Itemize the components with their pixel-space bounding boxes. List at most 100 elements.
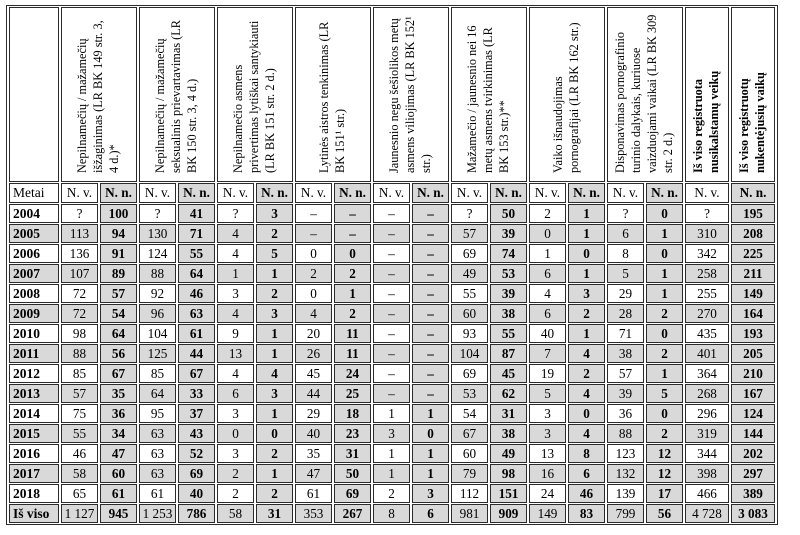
data-cell: 4 bbox=[568, 344, 605, 363]
data-cell: 2 bbox=[256, 444, 293, 463]
table-row: 2005 113 94 130 71 4 2– – – –57 39 0 1 6 1 310 208 bbox=[9, 224, 775, 243]
data-cell: 96 bbox=[139, 304, 176, 323]
data-cell: 49 bbox=[451, 264, 488, 283]
data-cell: 57 bbox=[100, 284, 137, 303]
data-cell: 3 bbox=[217, 444, 254, 463]
data-cell: 3 bbox=[256, 384, 293, 403]
data-cell: 6 bbox=[529, 264, 566, 283]
data-cell: 34 bbox=[100, 424, 137, 443]
data-cell: 19 bbox=[529, 364, 566, 383]
data-cell: 24 bbox=[334, 364, 371, 383]
data-cell: 344 bbox=[685, 444, 729, 463]
year-cell: 2015 bbox=[9, 424, 59, 443]
column-header-9: Iš viso registruota nusikalstamų veikų bbox=[685, 7, 729, 182]
data-cell: 100 bbox=[100, 204, 137, 223]
subheader-nn: N. n. bbox=[256, 183, 293, 203]
data-cell: 466 bbox=[685, 484, 729, 503]
data-cell: 0 bbox=[412, 424, 449, 443]
data-cell: 75 bbox=[61, 404, 98, 423]
subheader-nv: N. v. bbox=[217, 183, 254, 203]
data-cell: – bbox=[412, 244, 449, 263]
data-cell: 398 bbox=[685, 464, 729, 483]
data-cell: – bbox=[373, 304, 410, 323]
data-cell: 11 bbox=[334, 344, 371, 363]
data-cell: 2 bbox=[256, 284, 293, 303]
data-cell: – bbox=[412, 264, 449, 283]
subheader-nn: N. n. bbox=[100, 183, 137, 203]
data-cell: – bbox=[373, 384, 410, 403]
data-cell: 74 bbox=[490, 244, 527, 263]
data-cell: 210 bbox=[731, 364, 775, 383]
data-cell: 63 bbox=[139, 424, 176, 443]
data-cell: 124 bbox=[731, 404, 775, 423]
data-cell: 39 bbox=[607, 384, 644, 403]
data-cell: 98 bbox=[61, 324, 98, 343]
column-header-label: Nepilnamečių / mažamečių išžaginimas (LR… bbox=[75, 20, 121, 173]
data-cell: 61 bbox=[178, 324, 215, 343]
table-header: Nepilnamečių / mažamečių išžaginimas (LR… bbox=[9, 7, 775, 203]
data-cell: 113 bbox=[61, 224, 98, 243]
year-cell: 2007 bbox=[9, 264, 59, 283]
data-cell: – bbox=[412, 364, 449, 383]
data-cell: – bbox=[373, 204, 410, 223]
year-cell: 2013 bbox=[9, 384, 59, 403]
data-cell: 149 bbox=[529, 504, 566, 523]
data-cell: 0 bbox=[646, 404, 683, 423]
year-cell: 2017 bbox=[9, 464, 59, 483]
column-header-7: Vaiko išnaudojimas pornografijai (LR BK … bbox=[529, 7, 605, 182]
data-cell: 61 bbox=[139, 484, 176, 503]
column-header-label: Iš viso registruotų nukentėjusių vaikų bbox=[737, 72, 767, 173]
data-cell: 40 bbox=[529, 324, 566, 343]
data-cell: 8 bbox=[373, 504, 410, 523]
data-cell: 0 bbox=[256, 424, 293, 443]
data-cell: 1 bbox=[373, 464, 410, 483]
data-cell: 144 bbox=[731, 424, 775, 443]
data-cell: 164 bbox=[731, 304, 775, 323]
data-cell: 88 bbox=[139, 264, 176, 283]
data-cell: 0 bbox=[646, 324, 683, 343]
table-row: 2007 107 89 88 64 1 1 2 2– –49 53 6 1 5 1 258 211 bbox=[9, 264, 775, 283]
total-label-cell: Iš viso bbox=[9, 504, 59, 523]
data-cell: 36 bbox=[607, 404, 644, 423]
data-cell: 0 bbox=[529, 224, 566, 243]
data-cell: 62 bbox=[490, 384, 527, 403]
data-cell: 28 bbox=[607, 304, 644, 323]
data-cell: 17 bbox=[646, 484, 683, 503]
data-cell: – bbox=[412, 324, 449, 343]
column-header-label: Nepilnamečių / mažamečių seksualinis pri… bbox=[153, 20, 199, 173]
subheader-nn: N. n. bbox=[490, 183, 527, 203]
data-cell: 786 bbox=[178, 504, 215, 523]
data-cell: 24 bbox=[529, 484, 566, 503]
data-cell: – bbox=[295, 224, 332, 243]
year-column-header: Metai bbox=[9, 183, 59, 203]
data-cell: 33 bbox=[178, 384, 215, 403]
column-header-10: Iš viso registruotų nukentėjusių vaikų bbox=[731, 7, 775, 182]
subheader-nn: N. n. bbox=[178, 183, 215, 203]
subheader-nv: N. v. bbox=[139, 183, 176, 203]
data-cell: 38 bbox=[607, 344, 644, 363]
data-cell: ? bbox=[61, 204, 98, 223]
data-cell: – bbox=[373, 264, 410, 283]
table-row: 2017 58 60 63 69 2 1 47 50 1 1 79 98 16 6 132 12 398 297 bbox=[9, 464, 775, 483]
data-cell: 25 bbox=[334, 384, 371, 403]
data-cell: 63 bbox=[139, 444, 176, 463]
data-cell: 1 bbox=[568, 224, 605, 243]
data-cell: 2 bbox=[256, 224, 293, 243]
data-cell: 1 bbox=[568, 324, 605, 343]
data-cell: 36 bbox=[100, 404, 137, 423]
column-header-label: Mažamečio / jaunesnio nei 16 metų asmens… bbox=[465, 25, 511, 173]
column-header-3: Nepilnamečio asmens privertimas lytiškai… bbox=[217, 7, 293, 182]
data-cell: 4 bbox=[217, 304, 254, 323]
subheader-nn: N. n. bbox=[646, 183, 683, 203]
data-cell: 39 bbox=[490, 284, 527, 303]
data-cell: – bbox=[334, 224, 371, 243]
data-cell: 310 bbox=[685, 224, 729, 243]
data-cell: 297 bbox=[731, 464, 775, 483]
data-cell: 255 bbox=[685, 284, 729, 303]
data-cell: 0 bbox=[334, 244, 371, 263]
data-cell: 38 bbox=[490, 424, 527, 443]
subheader-nv: N. v. bbox=[529, 183, 566, 203]
data-cell: 0 bbox=[646, 244, 683, 263]
table-row: 2006 136 91 124 55 4 5 0 0– –69 74 1 0 8 0 342 225 bbox=[9, 244, 775, 263]
data-cell: 43 bbox=[178, 424, 215, 443]
